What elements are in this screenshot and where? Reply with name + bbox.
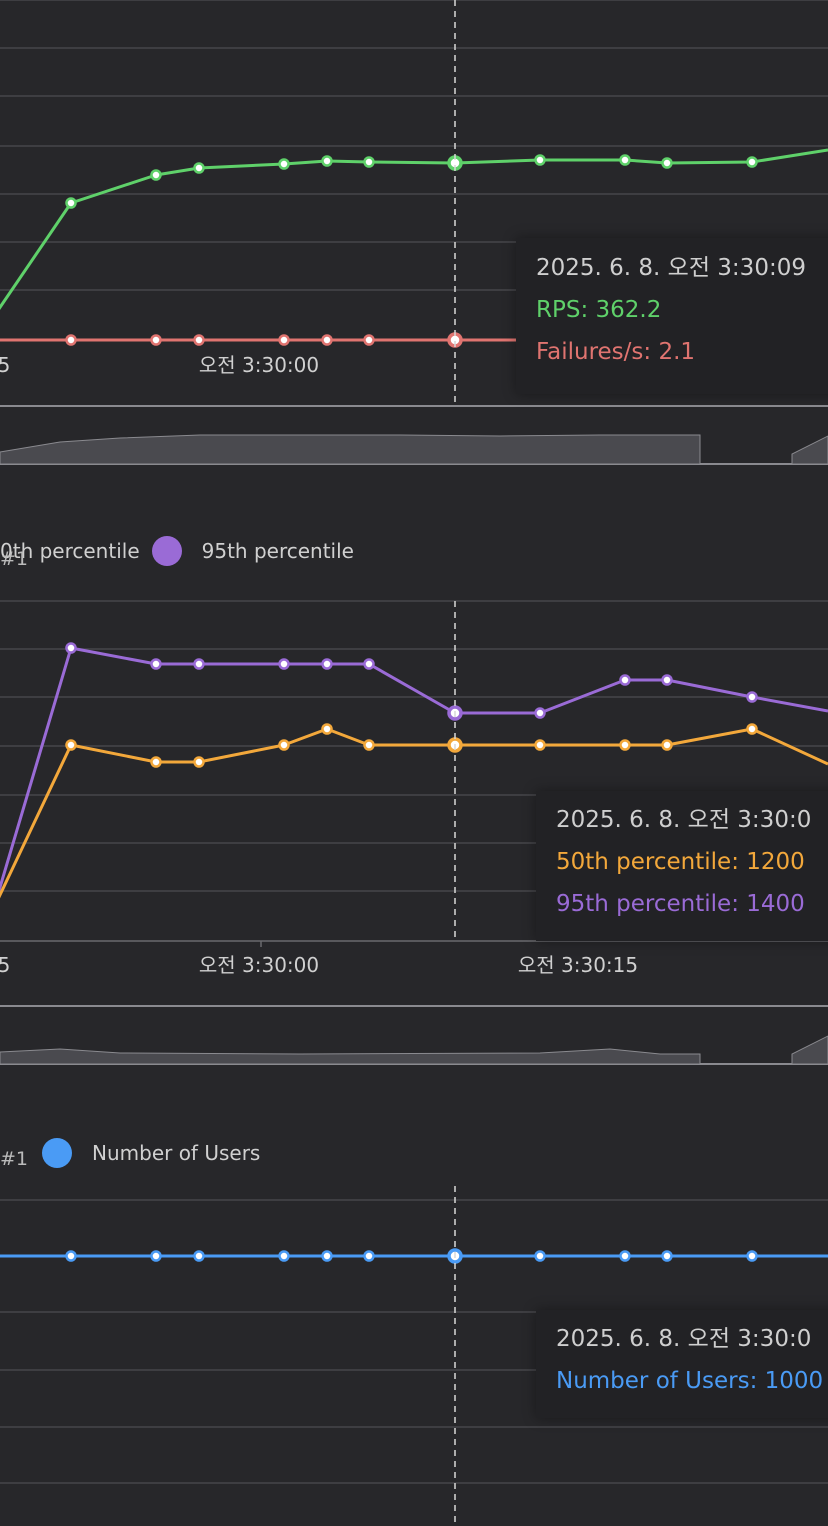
failures-series-point: [363, 334, 375, 346]
datazoom-area: [0, 1048, 701, 1065]
response-time-chart-panel: 5 오전 3:30:00 오전 3:30:15 0th percentile 95t…: [0, 466, 828, 1066]
p95-series-point: [534, 707, 546, 719]
p95-series-point: [321, 658, 333, 670]
p50-series-point: [746, 723, 758, 735]
x-tick-label: 5: [0, 353, 10, 377]
tooltip-50th: 50th percentile: 1200: [556, 849, 805, 875]
users-series-point: [363, 1250, 375, 1262]
rps-chart-svg: 5 오전 3:30:00: [0, 0, 828, 465]
rps-series-point: [534, 154, 546, 166]
tooltip-time: 2025. 6. 8. 오전 3:30:0: [556, 807, 812, 833]
tooltip-failures: Failures/s: 2.1: [536, 339, 696, 365]
tooltip-time: 2025. 6. 8. 오전 3:30:0: [556, 1326, 812, 1352]
x-tick-label: 5: [0, 953, 10, 977]
users-series-point: [193, 1250, 205, 1262]
rps-series-point: [363, 156, 375, 168]
p50-series-point: [193, 756, 205, 768]
rps-series-point: [150, 169, 162, 181]
rps-series-point: [321, 155, 333, 167]
rps-series-point: [193, 162, 205, 174]
p95-series-point: [746, 691, 758, 703]
rps-series-point: [661, 157, 673, 169]
users-chart-panel: #1 Number of Users 2025. 6. 8. 오전 3:30:0…: [0, 1066, 828, 1526]
rps-series-point: [619, 154, 631, 166]
p95-series-point: [150, 658, 162, 670]
users-series-point: [278, 1250, 290, 1262]
p95-series-point: [65, 642, 77, 654]
p95-series-point: [619, 674, 631, 686]
p50-series-point: [619, 739, 631, 751]
p95-series-point: [363, 658, 375, 670]
failures-series-point: [278, 334, 290, 346]
p95-series-point: [193, 658, 205, 670]
p50-series-point: [278, 739, 290, 751]
rps-series-point: [746, 156, 758, 168]
rps-series-point: [278, 158, 290, 170]
p95-series-point: [661, 674, 673, 686]
tooltip-95th: 95th percentile: 1400: [556, 891, 805, 917]
failures-series-point: [65, 334, 77, 346]
users-series-point: [65, 1250, 77, 1262]
datazoom-area: [0, 434, 701, 465]
legend-label-95th[interactable]: 95th percentile: [201, 539, 354, 563]
p95-series-point: [278, 658, 290, 670]
p50-series-point: [661, 739, 673, 751]
users-series-point: [661, 1250, 673, 1262]
p50-series-point: [534, 739, 546, 751]
response-time-legend[interactable]: 0th percentile 95th percentile: [0, 536, 354, 566]
datazoom-handle: [791, 435, 828, 465]
p50-series-point: [65, 739, 77, 751]
legend-dot-95th[interactable]: [151, 536, 182, 566]
x-tick-label: 오전 3:30:15: [518, 953, 638, 977]
legend-label-users[interactable]: Number of Users: [92, 1141, 261, 1165]
response-time-tooltip: 2025. 6. 8. 오전 3:30:0 50th percentile: 1…: [536, 791, 828, 941]
rps-tooltip: 2025. 6. 8. 오전 3:30:09 RPS: 362.2 Failur…: [516, 238, 828, 394]
users-legend[interactable]: Number of Users: [30, 1138, 260, 1168]
users-chart-svg: [0, 1186, 828, 1526]
p50-series-point: [321, 723, 333, 735]
x-tick-label: 오전 3:30:00: [199, 953, 319, 977]
datazoom-handle: [791, 1035, 828, 1065]
rps-chart-panel: 5 오전 3:30:00 2025. 6. 8. 오전 3:30:09 RPS: …: [0, 0, 828, 466]
tooltip-users: Number of Users: 1000: [556, 1368, 824, 1394]
tooltip-rps: RPS: 362.2: [536, 297, 662, 323]
legend-label-50th[interactable]: 0th percentile: [0, 539, 140, 563]
legend-dot-users[interactable]: [42, 1138, 72, 1168]
series-hash-label: #1: [0, 1148, 29, 1170]
p50-series-point: [363, 739, 375, 751]
users-series-point: [534, 1250, 546, 1262]
failures-series-point: [321, 334, 333, 346]
users-series-point: [746, 1250, 758, 1262]
users-tooltip: 2025. 6. 8. 오전 3:30:0 Number of Users: 1…: [536, 1310, 828, 1418]
users-series-point: [150, 1250, 162, 1262]
tooltip-time: 2025. 6. 8. 오전 3:30:09: [536, 255, 806, 281]
failures-series-point: [150, 334, 162, 346]
x-tick-label: 오전 3:30:00: [199, 353, 319, 377]
p50-series-point: [150, 756, 162, 768]
users-series-point: [619, 1250, 631, 1262]
rps-series-point: [65, 197, 77, 209]
failures-series-point: [193, 334, 205, 346]
users-series-point: [321, 1250, 333, 1262]
series-hash-label: #1: [0, 548, 29, 570]
